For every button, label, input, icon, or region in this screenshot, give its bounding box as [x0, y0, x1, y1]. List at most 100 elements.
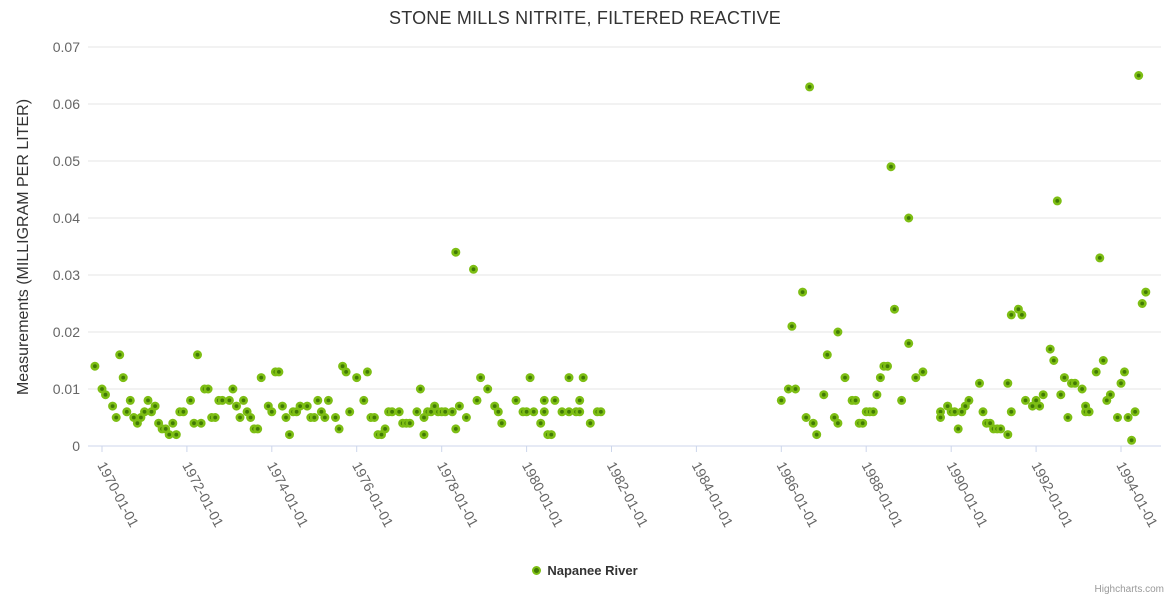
- data-point[interactable]: [394, 407, 404, 417]
- data-point[interactable]: [1063, 412, 1073, 422]
- data-point[interactable]: [150, 401, 160, 411]
- data-point[interactable]: [472, 395, 482, 405]
- data-point[interactable]: [935, 412, 945, 422]
- data-point[interactable]: [359, 395, 369, 405]
- data-point[interactable]: [405, 418, 415, 428]
- data-point[interactable]: [1098, 355, 1108, 365]
- data-point[interactable]: [911, 373, 921, 383]
- data-point[interactable]: [585, 418, 595, 428]
- data-point[interactable]: [1059, 373, 1069, 383]
- data-point[interactable]: [539, 407, 549, 417]
- data-point[interactable]: [904, 213, 914, 223]
- data-point[interactable]: [1038, 390, 1048, 400]
- data-point[interactable]: [334, 424, 344, 434]
- data-point[interactable]: [904, 338, 914, 348]
- data-point[interactable]: [352, 373, 362, 383]
- data-point[interactable]: [1070, 378, 1080, 388]
- data-point[interactable]: [1056, 390, 1066, 400]
- data-point[interactable]: [1137, 298, 1147, 308]
- data-point[interactable]: [776, 395, 786, 405]
- data-point[interactable]: [493, 407, 503, 417]
- data-point[interactable]: [302, 401, 312, 411]
- data-point[interactable]: [118, 373, 128, 383]
- data-point[interactable]: [461, 412, 471, 422]
- data-point[interactable]: [122, 407, 132, 417]
- data-point[interactable]: [790, 384, 800, 394]
- data-point[interactable]: [808, 418, 818, 428]
- data-point[interactable]: [274, 367, 284, 377]
- data-point[interactable]: [550, 395, 560, 405]
- data-point[interactable]: [196, 418, 206, 428]
- data-point[interactable]: [1123, 412, 1133, 422]
- data-point[interactable]: [1045, 344, 1055, 354]
- data-point[interactable]: [805, 82, 815, 92]
- data-point[interactable]: [1116, 378, 1126, 388]
- data-point[interactable]: [950, 407, 960, 417]
- data-point[interactable]: [380, 424, 390, 434]
- data-point[interactable]: [320, 412, 330, 422]
- data-point[interactable]: [875, 373, 885, 383]
- data-point[interactable]: [323, 395, 333, 405]
- data-point[interactable]: [164, 430, 174, 440]
- data-point[interactable]: [953, 424, 963, 434]
- data-point[interactable]: [978, 407, 988, 417]
- data-point[interactable]: [511, 395, 521, 405]
- data-point[interactable]: [1017, 310, 1027, 320]
- data-point[interactable]: [210, 412, 220, 422]
- data-point[interactable]: [822, 350, 832, 360]
- data-point[interactable]: [897, 395, 907, 405]
- data-point[interactable]: [497, 418, 507, 428]
- data-point[interactable]: [483, 384, 493, 394]
- data-point[interactable]: [798, 287, 808, 297]
- data-point[interactable]: [108, 401, 118, 411]
- data-point[interactable]: [1084, 407, 1094, 417]
- highcharts-credits-link[interactable]: Highcharts.com: [1094, 584, 1164, 595]
- data-point[interactable]: [964, 395, 974, 405]
- data-point[interactable]: [476, 373, 486, 383]
- data-point[interactable]: [812, 430, 822, 440]
- data-point[interactable]: [833, 418, 843, 428]
- data-point[interactable]: [454, 401, 464, 411]
- data-point[interactable]: [575, 407, 585, 417]
- data-point[interactable]: [872, 390, 882, 400]
- data-point[interactable]: [868, 407, 878, 417]
- data-point[interactable]: [522, 407, 532, 417]
- data-point[interactable]: [833, 327, 843, 337]
- data-point[interactable]: [228, 384, 238, 394]
- data-point[interactable]: [578, 373, 588, 383]
- data-point[interactable]: [783, 384, 793, 394]
- data-point[interactable]: [889, 304, 899, 314]
- data-point[interactable]: [90, 361, 100, 371]
- data-point[interactable]: [440, 407, 450, 417]
- legend-item-napanee-river[interactable]: Napanee River: [0, 563, 1170, 578]
- data-point[interactable]: [330, 412, 340, 422]
- data-point[interactable]: [369, 412, 379, 422]
- data-point[interactable]: [886, 162, 896, 172]
- data-point[interactable]: [295, 401, 305, 411]
- data-point[interactable]: [564, 373, 574, 383]
- data-point[interactable]: [801, 412, 811, 422]
- data-point[interactable]: [451, 247, 461, 257]
- data-point[interactable]: [819, 390, 829, 400]
- data-point[interactable]: [239, 395, 249, 405]
- data-point[interactable]: [1077, 384, 1087, 394]
- data-point[interactable]: [851, 395, 861, 405]
- data-point[interactable]: [858, 418, 868, 428]
- data-point[interactable]: [224, 395, 234, 405]
- data-point[interactable]: [419, 430, 429, 440]
- data-point[interactable]: [557, 407, 567, 417]
- data-point[interactable]: [415, 384, 425, 394]
- data-point[interactable]: [140, 407, 150, 417]
- data-point[interactable]: [564, 407, 574, 417]
- data-point[interactable]: [143, 395, 153, 405]
- data-point[interactable]: [1105, 390, 1115, 400]
- data-point[interactable]: [447, 407, 457, 417]
- data-point[interactable]: [281, 412, 291, 422]
- data-point[interactable]: [313, 395, 323, 405]
- data-point[interactable]: [309, 412, 319, 422]
- data-point[interactable]: [345, 407, 355, 417]
- data-point[interactable]: [1130, 407, 1140, 417]
- data-point[interactable]: [974, 378, 984, 388]
- data-point[interactable]: [1120, 367, 1130, 377]
- data-point[interactable]: [284, 430, 294, 440]
